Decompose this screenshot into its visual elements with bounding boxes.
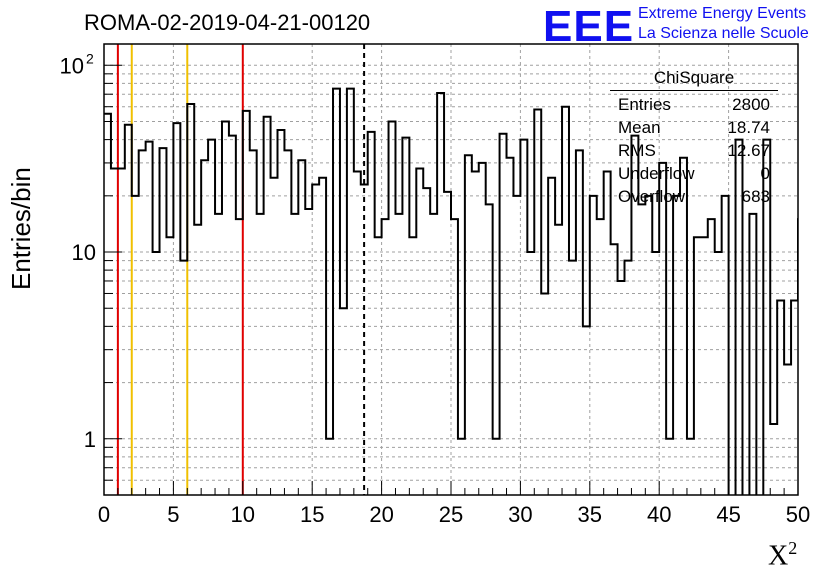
- stats-box: ChiSquare Entries 2800 Mean 18.74 RMS 12.67…: [610, 68, 778, 208]
- y-tick-label: 10: [72, 240, 96, 265]
- stats-value: 2800: [732, 95, 770, 114]
- x-tick-labels: 0 5 10 15 20 25 30 35 40 45 50: [98, 502, 810, 527]
- x-tick-label: 25: [439, 502, 463, 527]
- x-tick-label: 45: [716, 502, 740, 527]
- stats-label: RMS: [618, 141, 656, 160]
- x-tick-label: 10: [231, 502, 255, 527]
- stats-title: ChiSquare: [610, 68, 778, 91]
- logo-line-2: La Scienza nelle Scuole: [638, 25, 809, 42]
- stats-value: 18.74: [727, 118, 770, 137]
- logo-line-1: Extreme Energy Events: [638, 5, 807, 22]
- y-axis-label: Entries/bin: [6, 167, 36, 290]
- stats-value: 0: [760, 164, 770, 183]
- x-tick-label: 40: [647, 502, 671, 527]
- histogram-outline: [104, 87, 798, 495]
- x-tick-label: 15: [300, 502, 324, 527]
- x-tick-label: 35: [578, 502, 602, 527]
- y-tick-label: 10: [60, 53, 84, 78]
- stats-value: 683: [741, 187, 770, 206]
- stats-label: Entries: [618, 95, 671, 114]
- y-tick-label-exponent: 2: [86, 50, 94, 66]
- x-axis-label: X2: [768, 538, 797, 572]
- axes: [103, 43, 799, 496]
- stats-label: Underflow: [618, 164, 695, 183]
- stats-value: 12.67: [727, 141, 770, 160]
- stats-row: Overflow 683: [610, 185, 778, 208]
- x-tick-label: 5: [167, 502, 179, 527]
- x-tick-label: 0: [98, 502, 110, 527]
- stats-row: Underflow 0: [610, 162, 778, 185]
- grid-lines: [104, 44, 798, 496]
- x-tick-label: 30: [508, 502, 532, 527]
- y-tick-label: 1: [84, 427, 96, 452]
- x-tick-label: 20: [369, 502, 393, 527]
- stats-label: Overflow: [618, 187, 686, 206]
- reference-lines: [116, 44, 366, 495]
- x-axis-label-sup: 2: [788, 538, 798, 558]
- x-axis-label-base: X: [768, 540, 789, 572]
- plot-title: ROMA-02-2019-04-21-00120: [84, 10, 371, 35]
- eee-logo: EEE: [543, 2, 635, 51]
- stats-label: Mean: [618, 118, 661, 137]
- x-tick-label: 50: [786, 502, 810, 527]
- stats-row: Entries 2800: [610, 93, 778, 116]
- stats-row: Mean 18.74: [610, 116, 778, 139]
- stats-row: RMS 12.67: [610, 139, 778, 162]
